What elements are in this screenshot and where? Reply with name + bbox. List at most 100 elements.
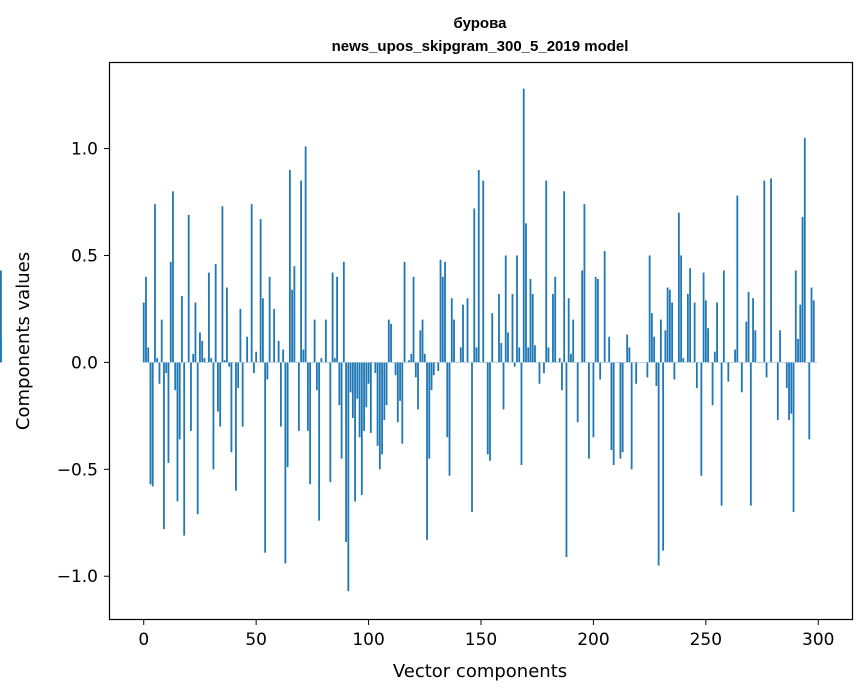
bar-85 xyxy=(333,358,336,363)
bar-129 xyxy=(432,362,435,376)
bar-21 xyxy=(190,362,192,431)
bar-279 xyxy=(770,178,772,363)
bar-162 xyxy=(507,332,509,363)
bar-236 xyxy=(673,362,676,380)
x-tick-label: 100 xyxy=(352,630,384,650)
bar-34 xyxy=(219,362,222,427)
bar-115 xyxy=(401,362,404,444)
bar-141 xyxy=(459,347,462,363)
bar-239 xyxy=(680,255,683,363)
bar-124 xyxy=(421,319,424,363)
bar-98 xyxy=(363,362,365,431)
bar-135 xyxy=(446,362,449,438)
bar-235 xyxy=(671,302,674,363)
bar-114 xyxy=(399,362,401,401)
bar-101 xyxy=(369,362,372,433)
bar-43 xyxy=(239,308,242,363)
bar-78 xyxy=(318,362,321,521)
bar-264 xyxy=(736,195,739,363)
bar-207 xyxy=(608,336,611,363)
bar-225 xyxy=(648,255,651,363)
bar-113 xyxy=(396,362,399,423)
bar-149 xyxy=(477,169,480,363)
x-axis-label: Vector components xyxy=(393,661,567,682)
bar-183 xyxy=(554,276,557,363)
x-tick-label: 300 xyxy=(802,630,834,650)
bar-178 xyxy=(543,362,545,374)
bar-291 xyxy=(797,338,799,363)
bar-232 xyxy=(664,330,667,363)
bar-74 xyxy=(309,362,312,485)
bar-230 xyxy=(659,319,662,363)
bar-126 xyxy=(426,362,428,540)
bar-242 xyxy=(686,293,689,363)
bar-138 xyxy=(453,319,455,363)
bar-2 xyxy=(147,347,150,363)
bar-70 xyxy=(300,180,303,363)
bar-12 xyxy=(169,261,172,363)
bar-37 xyxy=(226,287,228,363)
bar-30 xyxy=(210,358,213,363)
bar-9 xyxy=(163,362,165,530)
bar-142 xyxy=(462,304,464,363)
bar-186 xyxy=(561,362,563,391)
plot-frame xyxy=(108,61,854,621)
bar-212 xyxy=(619,362,622,459)
bar-253 xyxy=(711,362,714,406)
bar-240 xyxy=(682,358,685,363)
x-tick-label: 200 xyxy=(577,630,609,650)
bar-189 xyxy=(567,298,570,363)
bar-44 xyxy=(241,362,244,427)
bar-25 xyxy=(199,332,201,363)
bar-219 xyxy=(635,362,638,384)
bar-100 xyxy=(367,362,370,384)
bar-63 xyxy=(284,362,287,564)
bar-227 xyxy=(653,336,656,363)
x-axis-ticks: 0 50 100 150 200 250 300 xyxy=(138,619,834,650)
bar-72 xyxy=(304,146,307,363)
bar-160 xyxy=(502,362,505,410)
bar-3 xyxy=(149,362,152,485)
bar-undefined xyxy=(0,270,2,363)
bar-92 xyxy=(349,362,352,393)
y-tick-label: −1.0 xyxy=(57,567,98,587)
bar-174 xyxy=(534,345,536,363)
bar-132 xyxy=(439,259,442,363)
bar-10 xyxy=(165,362,168,374)
bar-216 xyxy=(628,347,631,363)
bar-258 xyxy=(722,270,725,363)
bar-121 xyxy=(414,362,417,378)
bar-229 xyxy=(657,362,660,566)
bar-120 xyxy=(412,276,415,363)
bar-250 xyxy=(704,300,707,363)
bar-36 xyxy=(223,360,226,363)
bar-81 xyxy=(324,319,327,363)
bar-217 xyxy=(630,362,633,470)
bar-263 xyxy=(734,349,736,363)
bar-166 xyxy=(516,255,518,363)
bar-233 xyxy=(666,287,669,363)
bar-266 xyxy=(740,362,743,393)
bar-67 xyxy=(293,266,296,363)
bar-108 xyxy=(385,362,388,406)
bar-5 xyxy=(154,204,156,363)
bar-134 xyxy=(444,261,446,363)
bar-13 xyxy=(172,191,174,363)
bar-158 xyxy=(498,293,500,363)
bar-26 xyxy=(201,341,204,363)
bar-105 xyxy=(378,362,381,470)
y-axis-label: Components values xyxy=(13,252,34,430)
bar-272 xyxy=(754,330,757,363)
bar-153 xyxy=(486,362,489,455)
bar-180 xyxy=(547,347,550,363)
bar-62 xyxy=(282,349,285,363)
bar-198 xyxy=(588,362,590,459)
bar-89 xyxy=(342,261,345,363)
bar-148 xyxy=(475,347,478,363)
x-tick-label: 150 xyxy=(465,630,497,650)
bar-107 xyxy=(383,362,386,421)
bar-147 xyxy=(473,208,476,363)
bar-257 xyxy=(720,362,723,506)
bar-228 xyxy=(655,362,658,386)
bar-11 xyxy=(167,362,170,463)
